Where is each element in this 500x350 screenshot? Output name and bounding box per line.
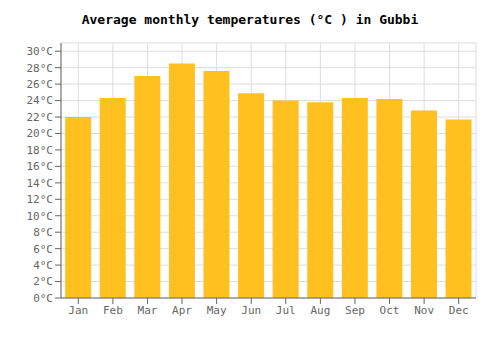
svg-text:16°C: 16°C [27,160,54,173]
svg-text:Aug: Aug [310,304,330,317]
svg-text:May: May [207,304,227,317]
html-text:Average monthly temperatures (: Average monthly temperatures (°C ) in Gu… [81,12,419,27]
svg-text:Mar: Mar [138,304,158,317]
svg-text:2°C: 2°C [33,275,53,288]
svg-text:20°C: 20°C [27,127,54,140]
svg-text:Jun: Jun [241,304,261,317]
svg-text:8°C: 8°C [33,226,53,239]
svg-text:26°C: 26°C [27,78,54,91]
svg-text:Oct: Oct [380,304,400,317]
svg-text:12°C: 12°C [27,193,54,206]
svg-text:28°C: 28°C [27,62,54,75]
svg-text:6°C: 6°C [33,243,53,256]
svg-text:Dec: Dec [449,304,469,317]
svg-text:30°C: 30°C [27,45,54,58]
svg-text:18°C: 18°C [27,144,54,157]
svg-text:Nov: Nov [414,304,434,317]
svg-text:Jul: Jul [276,304,296,317]
svg-text:Feb: Feb [103,304,123,317]
svg-text:14°C: 14°C [27,177,54,190]
svg-text:24°C: 24°C [27,94,54,107]
svg-text:10°C: 10°C [27,210,54,223]
svg-text:Apr: Apr [172,304,192,317]
svg-text:4°C: 4°C [33,259,53,272]
svg-text:Jan: Jan [68,304,88,317]
svg-text:22°C: 22°C [27,111,54,124]
svg-text:Sep: Sep [345,304,365,317]
svg-text:0°C: 0°C [33,292,53,305]
